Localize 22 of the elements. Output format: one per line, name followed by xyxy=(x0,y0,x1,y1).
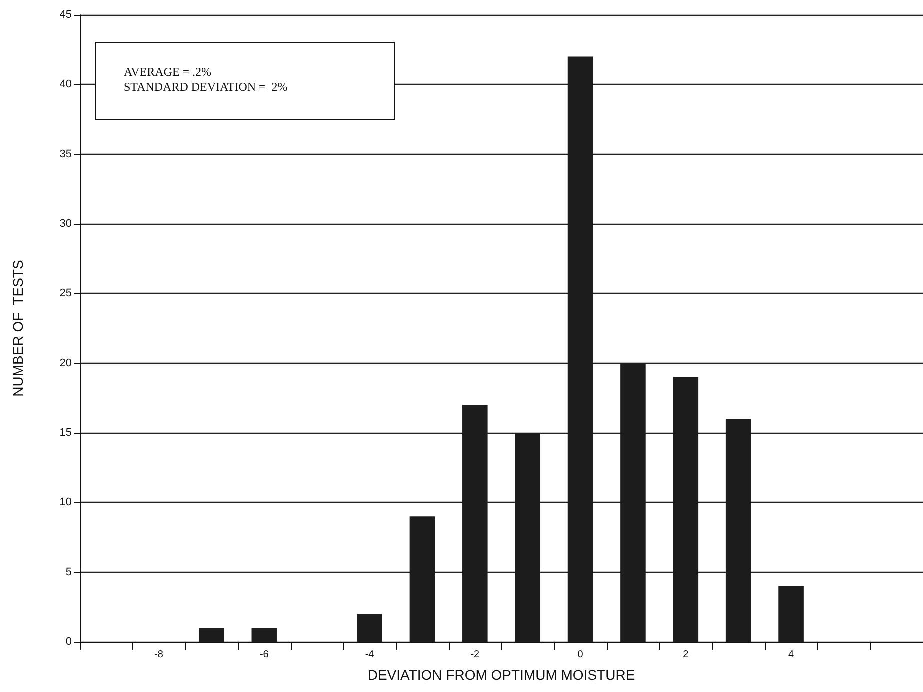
y-tick-label: 45 xyxy=(60,9,72,21)
y-tick-label: 35 xyxy=(60,148,72,160)
x-tick-label: 2 xyxy=(683,650,690,660)
x-tick-label: -6 xyxy=(260,650,270,660)
y-tick-label: 5 xyxy=(66,566,72,578)
x-axis-title: DEVIATION FROM OPTIMUM MOISTURE xyxy=(368,667,636,683)
x-tick-label: -8 xyxy=(154,650,164,660)
x-tick-label: -2 xyxy=(470,650,480,660)
x-tick-label: 4 xyxy=(788,650,794,660)
annotation: STANDARD DEVIATION = 2% xyxy=(124,80,289,95)
y-tick-label: 40 xyxy=(60,78,72,91)
y-tick-label: 10 xyxy=(60,496,72,509)
x-tick-label: 0 xyxy=(578,650,584,660)
y-axis-title: NUMBER OF TESTS xyxy=(10,260,26,397)
y-tick-label: 0 xyxy=(66,636,72,648)
note-box: AVERAGE = .2% STANDARD DEVIATION = 2% xyxy=(95,42,395,120)
y-tick-label: 15 xyxy=(60,427,72,439)
annotation: AVERAGE = .2% xyxy=(124,65,213,80)
y-tick-label: 30 xyxy=(60,218,72,230)
y-tick-label: 20 xyxy=(60,357,72,370)
y-tick-label: 25 xyxy=(60,288,72,300)
x-tick-label: -4 xyxy=(365,650,375,660)
